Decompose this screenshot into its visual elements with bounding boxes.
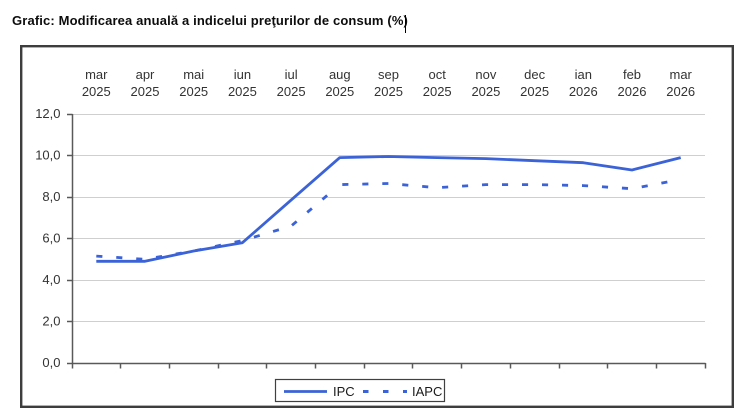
svg-text:2025: 2025 <box>179 84 208 99</box>
svg-text:8,0: 8,0 <box>42 189 60 204</box>
svg-text:10,0: 10,0 <box>35 148 60 163</box>
svg-text:6,0: 6,0 <box>42 231 60 246</box>
svg-text:oct: oct <box>429 67 447 82</box>
svg-text:IAPC: IAPC <box>412 384 442 399</box>
svg-text:iul: iul <box>285 67 298 82</box>
svg-text:iun: iun <box>234 67 251 82</box>
svg-text:2025: 2025 <box>131 84 160 99</box>
svg-text:dec: dec <box>524 67 545 82</box>
svg-text:mai: mai <box>183 67 204 82</box>
svg-text:4,0: 4,0 <box>42 272 60 287</box>
svg-text:nov: nov <box>475 67 496 82</box>
svg-text:2026: 2026 <box>666 84 695 99</box>
svg-text:2025: 2025 <box>228 84 257 99</box>
svg-text:2025: 2025 <box>374 84 403 99</box>
svg-text:aug: aug <box>329 67 351 82</box>
svg-text:2,0: 2,0 <box>42 314 60 329</box>
svg-text:2025: 2025 <box>82 84 111 99</box>
svg-text:2026: 2026 <box>569 84 598 99</box>
svg-text:2025: 2025 <box>277 84 306 99</box>
svg-text:2026: 2026 <box>618 84 647 99</box>
svg-text:feb: feb <box>623 67 641 82</box>
svg-text:2025: 2025 <box>520 84 549 99</box>
svg-text:mar: mar <box>670 67 693 82</box>
svg-text:apr: apr <box>136 67 155 82</box>
svg-text:sep: sep <box>378 67 399 82</box>
svg-text:ian: ian <box>575 67 592 82</box>
svg-text:2025: 2025 <box>325 84 354 99</box>
svg-text:12,0: 12,0 <box>35 106 60 121</box>
svg-text:0,0: 0,0 <box>42 355 60 370</box>
svg-text:2025: 2025 <box>471 84 500 99</box>
svg-text:IPC: IPC <box>333 384 355 399</box>
svg-text:mar: mar <box>85 67 108 82</box>
svg-text:2025: 2025 <box>423 84 452 99</box>
